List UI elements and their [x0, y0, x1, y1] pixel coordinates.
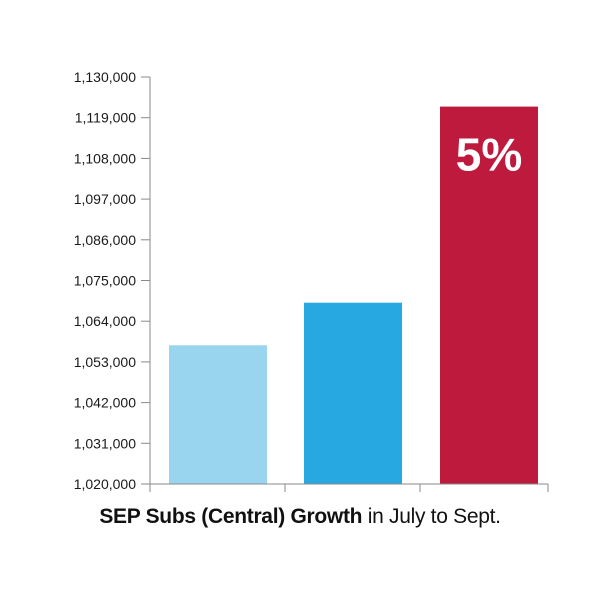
bars: 5%	[169, 106, 538, 484]
y-tick-label: 1,042,000	[74, 395, 136, 411]
bar-july	[169, 345, 267, 484]
y-tick-label: 1,097,000	[74, 191, 136, 207]
bar-august	[304, 302, 402, 484]
title-bold-2: Growth	[290, 505, 363, 528]
y-tick-label: 1,075,000	[74, 273, 136, 289]
y-tick-label: 1,064,000	[74, 313, 136, 329]
y-tick-label: 1,130,000	[74, 69, 136, 85]
y-tick-label: 1,119,000	[75, 110, 136, 126]
title-rest: in July to Sept.	[367, 505, 501, 528]
y-axis: 1,020,000 1,031,000 1,042,000 1,053,000 1,06…	[74, 69, 151, 492]
y-tick-label: 1,031,000	[74, 435, 136, 451]
y-tick-label: 1,053,000	[74, 354, 136, 370]
bar-september	[440, 106, 538, 484]
title-bold-1: SEP Subs (Central)	[99, 505, 285, 528]
bar-data-label: 5%	[456, 129, 522, 181]
y-tick-label: 1,020,000	[74, 476, 136, 492]
y-tick-label: 1,086,000	[74, 232, 136, 248]
y-tick-label: 1,108,000	[74, 150, 136, 166]
chart-title: SEP Subs (Central) Growth in July to Sep…	[0, 505, 600, 529]
x-axis	[149, 483, 549, 492]
